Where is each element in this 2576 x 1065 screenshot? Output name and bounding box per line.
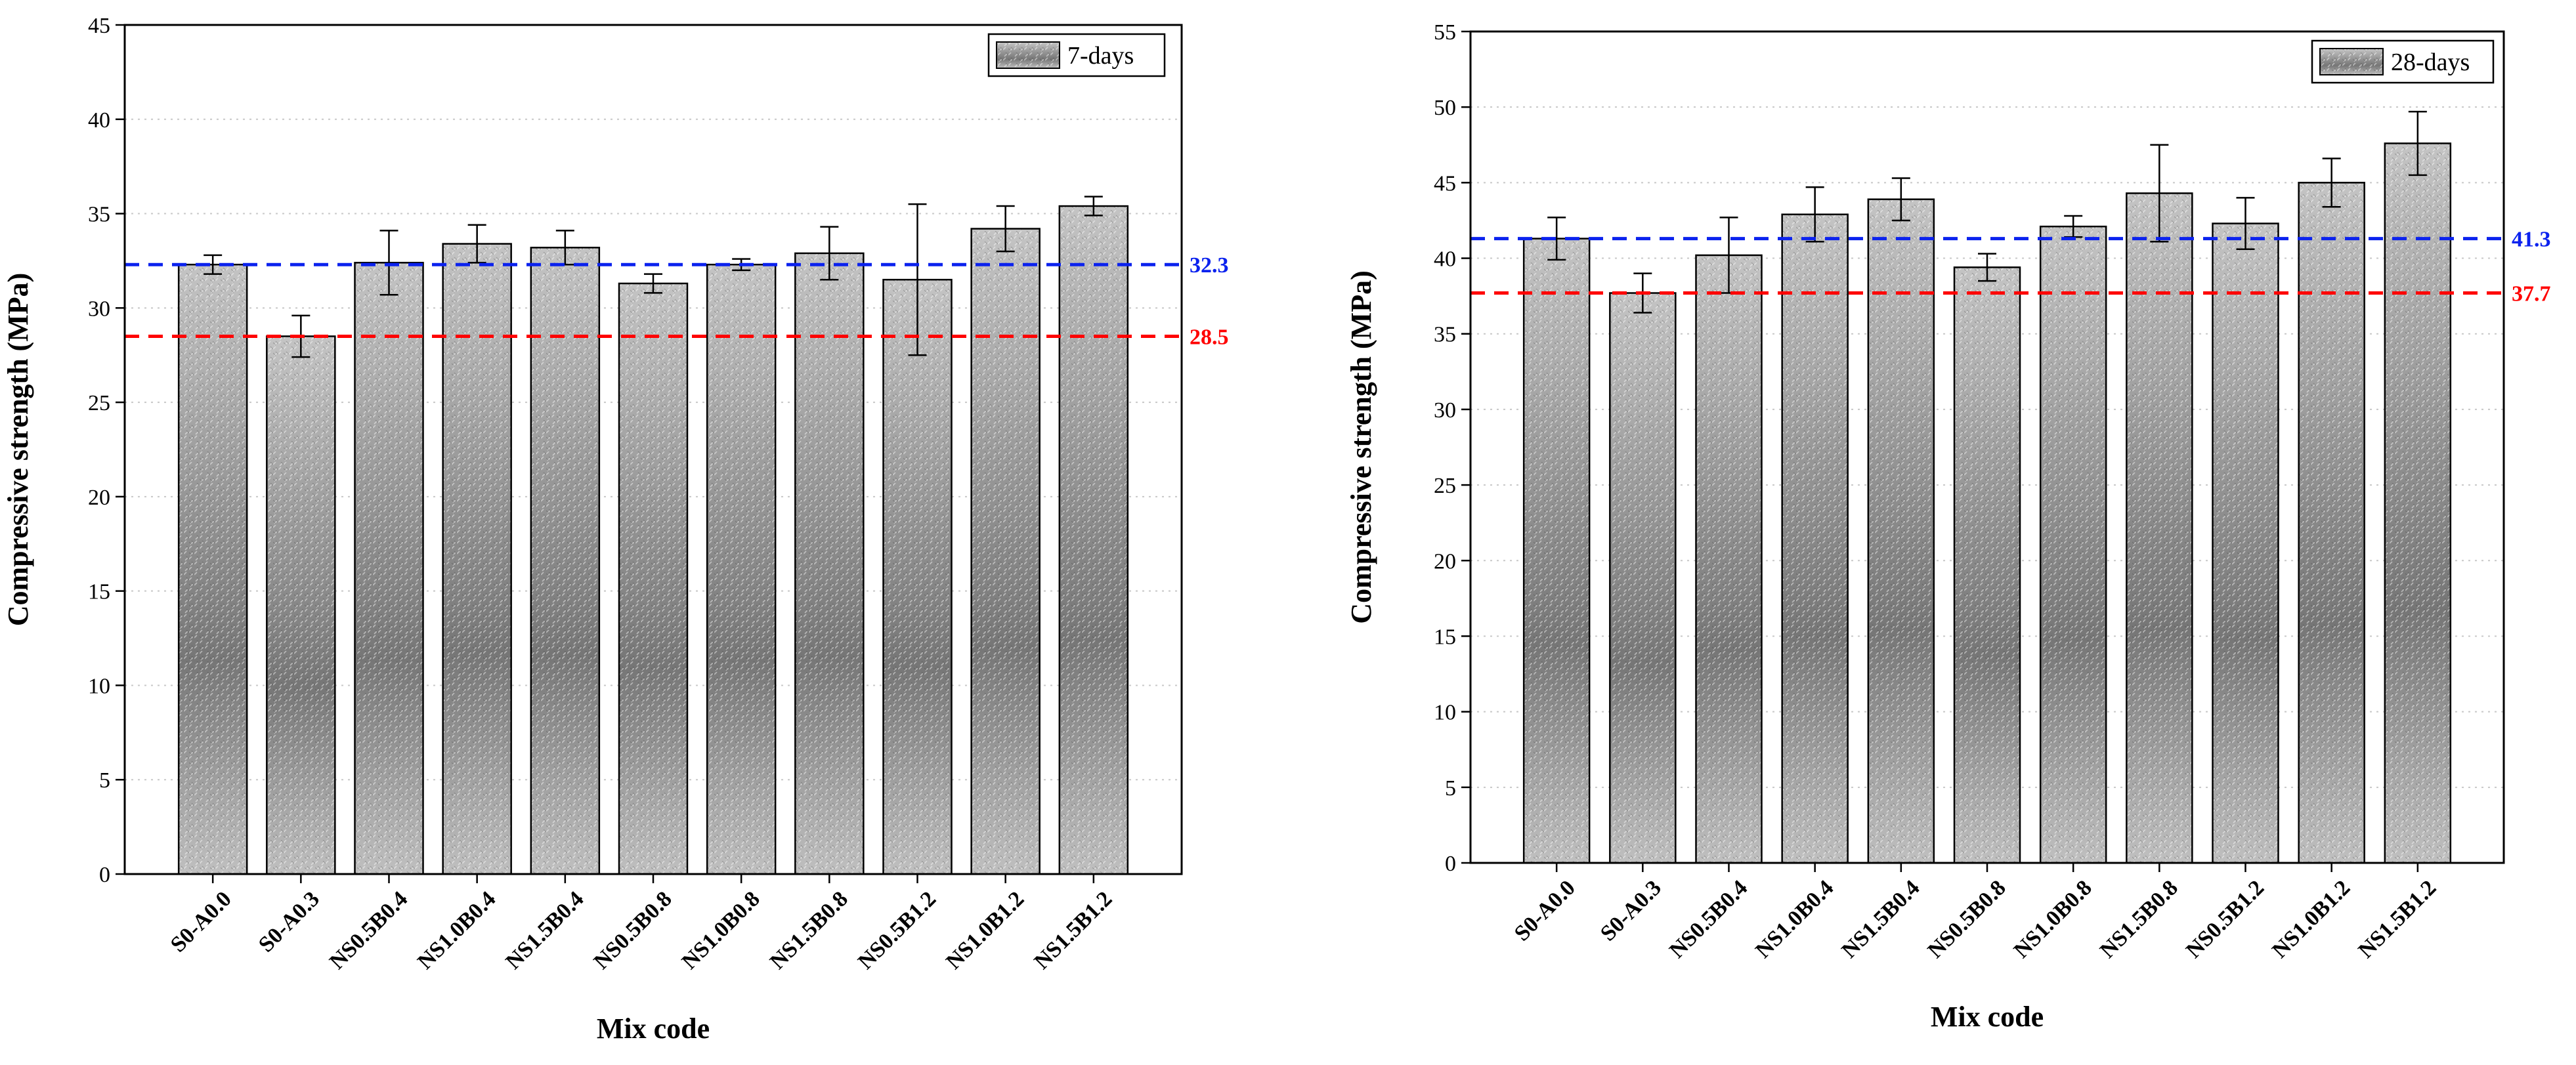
x-tick-label: NS1.5B1.2 xyxy=(1029,887,1117,974)
bar-ns1-5b1-2-outline xyxy=(2384,142,2452,864)
x-tick-label: NS1.5B0.4 xyxy=(501,887,588,974)
reference-label-red: 37.7 xyxy=(2512,282,2551,306)
bar-ns1-5b0-8-outline xyxy=(794,252,865,875)
bar-s0-a0-3-outline xyxy=(266,335,336,875)
x-tick-label: NS1.5B1.2 xyxy=(2353,875,2441,963)
y-tick-label: 0 xyxy=(99,863,110,887)
plot-frame xyxy=(1469,30,2505,864)
legend-swatch-outline xyxy=(996,41,1060,69)
y-axis-title: Compressive strength (MPa) xyxy=(2,273,34,627)
y-tick-label: 30 xyxy=(1434,398,1456,423)
x-tick-label: NS1.0B0.8 xyxy=(677,887,765,974)
x-tick-label: NS0.5B1.2 xyxy=(853,887,941,974)
x-tick-label: NS1.5B0.8 xyxy=(765,887,853,974)
bar-ns0-5b1-2-outline xyxy=(882,278,953,875)
bar-ns1-5b0-4-outline xyxy=(1867,198,1935,864)
x-tick-label: S0-A0.0 xyxy=(166,887,236,957)
bar-ns1-5b1-2-outline xyxy=(1058,205,1129,875)
legend-label: 28-days xyxy=(2391,49,2470,76)
bar-s0-a0-3-outline xyxy=(1609,292,1677,864)
x-tick-label: NS0.5B0.4 xyxy=(325,887,412,974)
bar-ns1-0b1-2-outline xyxy=(2298,182,2365,864)
y-tick-label: 0 xyxy=(1445,852,1456,876)
y-axis-title: Compressive strength (MPa) xyxy=(1345,270,1377,624)
x-tick-label: NS1.0B0.4 xyxy=(1751,875,1838,963)
reference-label-blue: 41.3 xyxy=(2512,228,2551,252)
x-tick-label: NS0.5B0.8 xyxy=(1923,875,2011,963)
bar-ns1-0b0-8-outline xyxy=(706,263,777,875)
bar-ns1-0b1-2-outline xyxy=(970,228,1041,875)
y-tick-label: 25 xyxy=(1434,474,1456,498)
y-tick-label: 50 xyxy=(1434,96,1456,120)
x-tick-label: NS1.0B1.2 xyxy=(2267,875,2355,963)
y-tick-label: 45 xyxy=(88,14,110,38)
x-tick-label: S0-A0.0 xyxy=(1510,875,1580,946)
y-tick-label: 40 xyxy=(88,108,110,133)
bar-ns0-5b0-4-outline xyxy=(1695,254,1763,864)
bar-ns0-5b1-2-outline xyxy=(2212,222,2279,864)
x-axis-title: Mix code xyxy=(597,1013,710,1045)
x-axis-title: Mix code xyxy=(1931,1001,2044,1033)
x-tick-label: NS1.5B0.4 xyxy=(1837,875,1924,963)
y-tick-label: 30 xyxy=(88,297,110,321)
y-tick-label: 35 xyxy=(88,203,110,227)
y-tick-label: 45 xyxy=(1434,171,1456,196)
bar-s0-a0-0-outline xyxy=(177,263,248,875)
x-tick-label: NS0.5B0.8 xyxy=(590,887,677,974)
y-tick-label: 25 xyxy=(88,391,110,415)
y-tick-label: 10 xyxy=(88,674,110,698)
y-tick-label: 15 xyxy=(1434,625,1456,649)
x-tick-label: NS0.5B0.4 xyxy=(1665,875,1752,963)
x-tick-label: NS0.5B1.2 xyxy=(2181,875,2269,963)
legend-swatch-outline xyxy=(2319,48,2384,75)
x-tick-label: NS1.0B1.2 xyxy=(941,887,1029,974)
reference-label-blue: 32.3 xyxy=(1190,253,1229,278)
bar-ns1-0b0-4-outline xyxy=(442,243,512,875)
x-tick-label: S0-A0.3 xyxy=(254,887,324,957)
y-tick-label: 15 xyxy=(88,580,110,604)
bar-ns0-5b0-8-outline xyxy=(618,282,689,875)
legend-label: 7-days xyxy=(1067,42,1134,70)
bar-ns1-5b0-4-outline xyxy=(530,247,601,875)
y-tick-label: 5 xyxy=(1445,776,1456,801)
x-tick-label: S0-A0.3 xyxy=(1596,875,1666,946)
y-tick-label: 10 xyxy=(1434,701,1456,725)
y-tick-label: 5 xyxy=(99,768,110,793)
y-tick-label: 20 xyxy=(1434,549,1456,574)
y-tick-label: 40 xyxy=(1434,247,1456,272)
reference-label-red: 28.5 xyxy=(1190,325,1229,349)
bar-ns1-5b0-8-outline xyxy=(2126,192,2193,864)
y-tick-label: 20 xyxy=(88,486,110,510)
x-tick-label: NS1.5B0.8 xyxy=(2095,875,2183,963)
bar-s0-a0-0-outline xyxy=(1522,238,1591,864)
bar-ns0-5b0-8-outline xyxy=(1953,266,2021,864)
plot-frame xyxy=(123,24,1183,875)
x-tick-label: NS1.0B0.8 xyxy=(2009,875,2097,963)
x-tick-label: NS1.0B0.4 xyxy=(413,887,500,974)
bar-ns0-5b0-4-outline xyxy=(354,262,424,875)
bar-ns1-0b0-8-outline xyxy=(2039,225,2107,864)
y-tick-label: 35 xyxy=(1434,323,1456,347)
bar-ns1-0b0-4-outline xyxy=(1781,213,1849,864)
y-tick-label: 55 xyxy=(1434,20,1456,45)
